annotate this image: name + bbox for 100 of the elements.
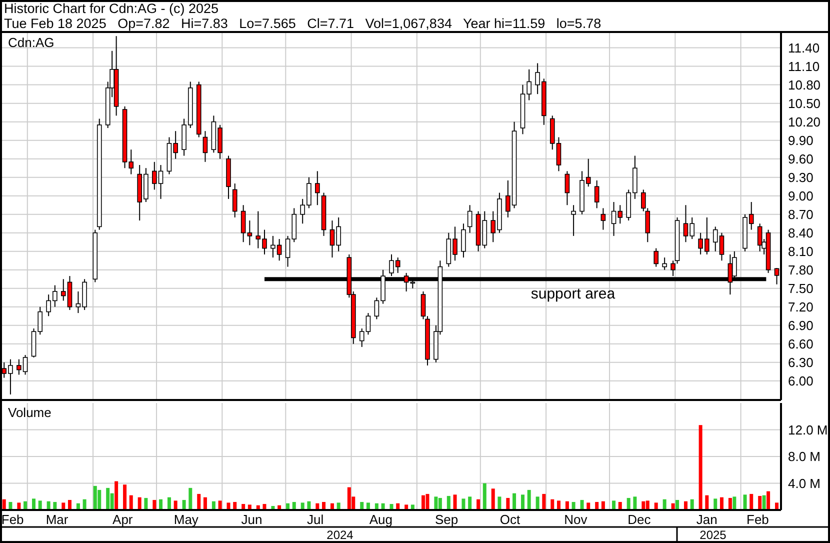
- y-tick-label: 10.80: [788, 77, 821, 92]
- x-tick-label: Dec: [628, 512, 652, 527]
- bar: [422, 495, 426, 510]
- y-tick-label: 7.50: [788, 280, 814, 296]
- bar: [462, 498, 466, 510]
- y-tick-label: 7.80: [788, 262, 814, 278]
- x-tick-label: Feb: [746, 512, 769, 527]
- bar: [98, 490, 102, 510]
- bar: [93, 486, 97, 510]
- y-tick-label: 6.00: [788, 373, 814, 388]
- bar: [743, 494, 747, 510]
- bar: [123, 484, 127, 510]
- bar: [750, 494, 754, 510]
- bar: [542, 494, 546, 510]
- bar: [520, 494, 524, 510]
- bar: [453, 494, 457, 510]
- bar: [705, 495, 709, 510]
- x-tick-label: Jul: [306, 512, 324, 527]
- x-tick-label: Mar: [46, 512, 69, 527]
- bar: [106, 488, 110, 510]
- bar: [138, 497, 142, 510]
- bar: [556, 500, 560, 510]
- bar: [347, 487, 351, 510]
- bar: [114, 481, 118, 510]
- text: 2025: [700, 528, 727, 542]
- x-tick-label: Aug: [369, 512, 392, 527]
- bar: [633, 496, 637, 510]
- bar: [714, 498, 718, 510]
- y-tick-label: 9.30: [788, 170, 814, 185]
- bar: [174, 500, 178, 510]
- x-tick-label: Apr: [112, 512, 134, 527]
- y-tick-label: 6.60: [788, 336, 814, 352]
- candlestick: [594, 180, 600, 209]
- bar: [626, 498, 630, 510]
- bar: [676, 500, 680, 510]
- bar: [482, 483, 486, 510]
- y-tick-label: 9.00: [788, 188, 814, 204]
- y-tick-label: 9.90: [788, 132, 814, 148]
- x-tick-label: Jun: [241, 512, 262, 527]
- candlestick: [467, 204, 472, 234]
- bar: [698, 425, 702, 510]
- y-tick-label: 10.20: [788, 114, 821, 130]
- y-tick-label: 8.0 M: [788, 449, 821, 464]
- bar: [446, 496, 450, 510]
- y-tick-label: 12.0 M: [788, 422, 828, 438]
- y-tick-label: 11.10: [788, 58, 820, 74]
- bar: [612, 500, 616, 510]
- y-axis-title: Cdn:AG: [8, 35, 54, 50]
- bar: [728, 498, 732, 510]
- x-tick-label: Jan: [696, 512, 718, 527]
- bar: [167, 497, 171, 510]
- bar: [32, 498, 36, 510]
- bar: [197, 494, 201, 510]
- y-tick-label: 6.30: [788, 354, 814, 370]
- text: 2024: [326, 528, 354, 542]
- bar: [498, 496, 502, 510]
- bar: [68, 500, 72, 510]
- y-tick-label: 8.10: [788, 244, 814, 259]
- y-tick-label: 10.50: [788, 96, 821, 111]
- y-axis-title: Volume: [8, 405, 52, 420]
- y-tick-label: 6.90: [788, 318, 814, 333]
- bar: [38, 500, 42, 510]
- bar: [536, 496, 540, 510]
- y-tick-label: 8.70: [788, 206, 814, 222]
- chart-subtitle: Tue Feb 18 2025 Op=7.82 Hi=7.83 Lo=7.565 Cl=7.71 Vol=1,067,834 Year hi=11.59 lo=5.78: [4, 16, 602, 31]
- candlestick: [232, 183, 238, 218]
- x-tick-label: Nov: [564, 512, 588, 527]
- candlestick: [662, 257, 667, 270]
- bar: [527, 490, 531, 510]
- bar: [182, 500, 186, 510]
- candlestick: [564, 170, 570, 206]
- bar: [152, 500, 156, 510]
- x-tick-label: Feb: [1, 512, 24, 527]
- bar: [203, 497, 207, 510]
- bar: [766, 491, 770, 510]
- x-tick-label: Oct: [500, 512, 521, 527]
- candlestick: [202, 130, 208, 162]
- annotation: support area: [530, 286, 616, 302]
- y-tick-label: 4.0 M: [788, 476, 821, 491]
- bar: [580, 500, 584, 510]
- bar: [732, 496, 736, 510]
- bar: [491, 488, 495, 510]
- bar: [438, 498, 442, 510]
- candlestick: [240, 204, 246, 243]
- bar: [188, 488, 192, 510]
- x-tick-label: Sep: [434, 512, 458, 527]
- bar: [506, 498, 510, 510]
- y-tick-label: 8.40: [788, 225, 814, 240]
- bar: [720, 497, 724, 510]
- bar: [758, 496, 762, 510]
- bar: [129, 495, 133, 510]
- candlestick: [757, 223, 762, 252]
- bar: [426, 494, 430, 510]
- y-tick-label: 11.40: [788, 40, 820, 56]
- candlestick: [461, 223, 466, 258]
- candlestick: [600, 208, 606, 230]
- bar: [646, 500, 650, 510]
- candlestick: [654, 248, 659, 268]
- bar: [468, 496, 472, 510]
- x-tick-label: May: [174, 512, 199, 527]
